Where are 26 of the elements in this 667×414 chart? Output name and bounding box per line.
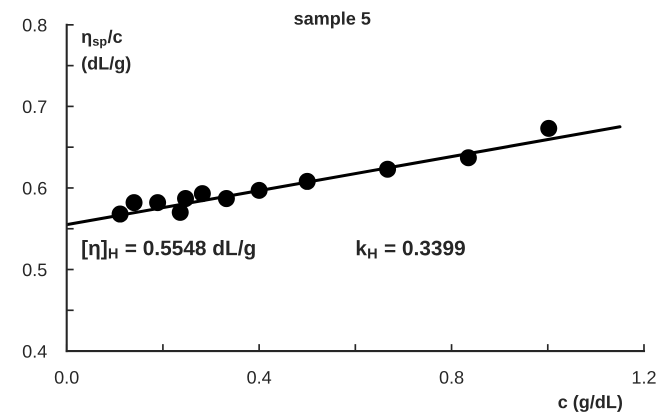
y-tick-label: 0.8: [22, 18, 46, 32]
point: [460, 149, 477, 166]
point: [112, 206, 129, 223]
point: [177, 190, 194, 208]
point: [194, 185, 211, 202]
point: [126, 194, 143, 212]
point: [540, 120, 558, 137]
y-tick-label: 0.7: [22, 100, 46, 114]
y-tick-label: 0.4: [22, 345, 47, 358]
x-axis-title: c (g/dL): [558, 395, 622, 412]
point: [172, 204, 189, 221]
x-tick-label: 1.2: [632, 370, 656, 384]
y-axis-title: η$_{sp}$/c (dL/g): [82, 30, 130, 74]
y-tick-label: 0.6: [22, 182, 46, 195]
x-tick-label: 0.8: [440, 370, 464, 384]
point: [379, 160, 396, 178]
y-tick-label: 0.5: [22, 263, 46, 276]
point: [149, 194, 166, 212]
point: [250, 182, 268, 199]
x-tick-label: 0.4: [247, 370, 272, 384]
chart-title: sample 5: [294, 12, 370, 28]
x-tick-label: 0.0: [54, 370, 79, 384]
annotation: [η]$_{H}$ = 0.5548 dL/g: [82, 240, 255, 260]
point: [298, 172, 316, 190]
point: [218, 190, 235, 208]
annotation: k$_{H}$ = 0.3399: [356, 240, 465, 259]
